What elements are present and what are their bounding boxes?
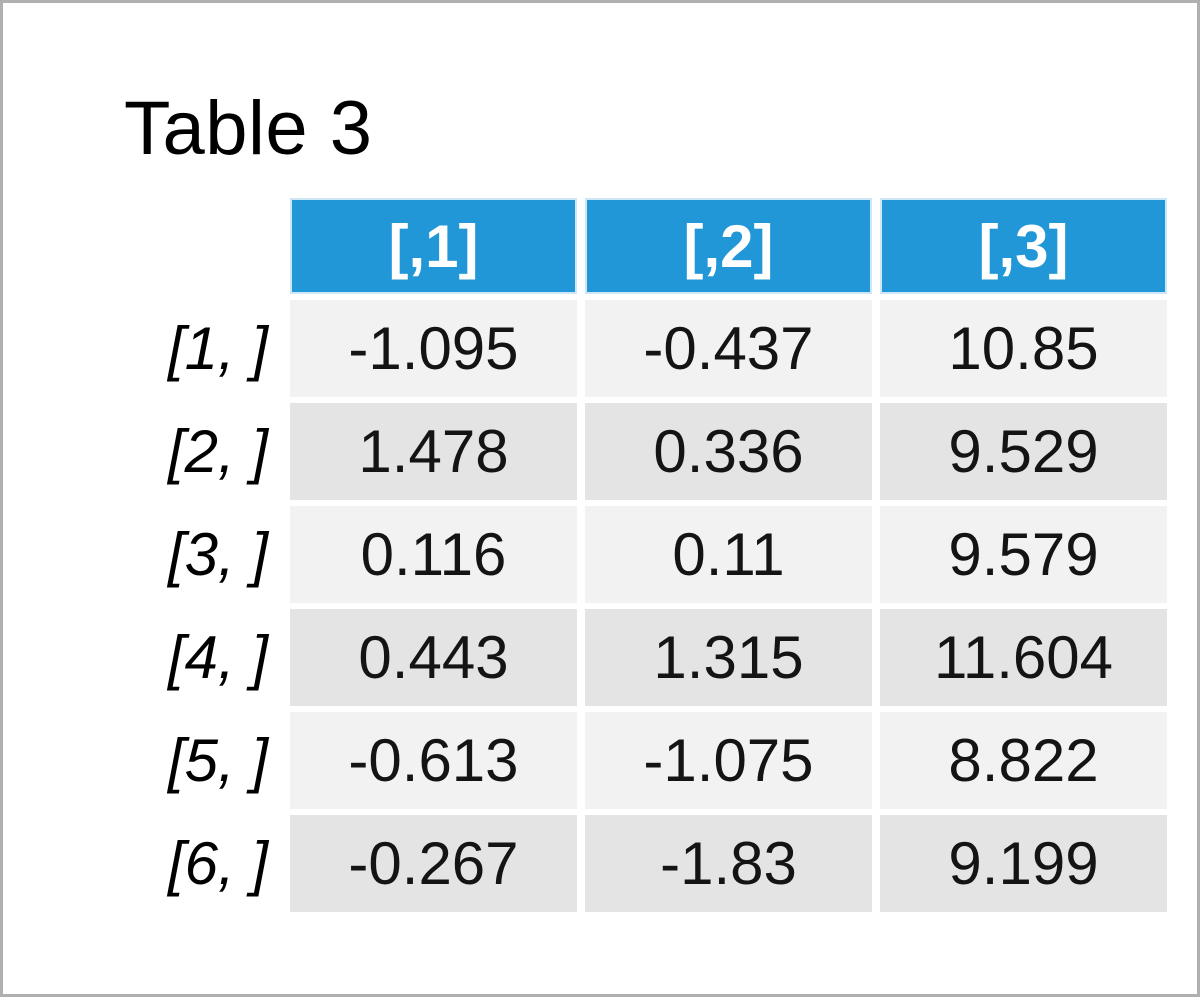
table-row: [2, ] 1.478 0.336 9.529 bbox=[124, 403, 1167, 500]
data-cell: 9.529 bbox=[880, 403, 1167, 500]
data-cell: -1.83 bbox=[585, 815, 872, 912]
row-label: [1, ] bbox=[167, 315, 268, 382]
data-cell: -0.267 bbox=[290, 815, 577, 912]
data-cell: -0.437 bbox=[585, 300, 872, 397]
row-label: [6, ] bbox=[167, 830, 268, 897]
data-cell: 0.116 bbox=[290, 506, 577, 603]
data-cell: 8.822 bbox=[880, 712, 1167, 809]
page-title: Table 3 bbox=[124, 86, 373, 171]
row-label: [3, ] bbox=[167, 521, 268, 588]
column-header-2: [,2] bbox=[585, 198, 872, 294]
data-cell: 0.443 bbox=[290, 609, 577, 706]
column-header-3: [,3] bbox=[880, 198, 1167, 294]
data-table: [,1] [,2] [,3] [1, ] -1.095 -0.437 10.85… bbox=[116, 192, 1175, 918]
data-cell: 0.11 bbox=[585, 506, 872, 603]
data-cell: 9.579 bbox=[880, 506, 1167, 603]
data-cell: 10.85 bbox=[880, 300, 1167, 397]
table-row: [1, ] -1.095 -0.437 10.85 bbox=[124, 300, 1167, 397]
row-label: [2, ] bbox=[167, 418, 268, 485]
data-cell: 1.478 bbox=[290, 403, 577, 500]
corner-cell bbox=[124, 198, 282, 294]
table-row: [5, ] -0.613 -1.075 8.822 bbox=[124, 712, 1167, 809]
data-cell: -0.613 bbox=[290, 712, 577, 809]
column-header-1: [,1] bbox=[290, 198, 577, 294]
data-cell: -1.075 bbox=[585, 712, 872, 809]
table-row: [3, ] 0.116 0.11 9.579 bbox=[124, 506, 1167, 603]
data-cell: 11.604 bbox=[880, 609, 1167, 706]
table-row: [4, ] 0.443 1.315 11.604 bbox=[124, 609, 1167, 706]
table-row: [6, ] -0.267 -1.83 9.199 bbox=[124, 815, 1167, 912]
data-cell: 9.199 bbox=[880, 815, 1167, 912]
table-header: [,1] [,2] [,3] bbox=[124, 198, 1167, 294]
data-cell: 1.315 bbox=[585, 609, 872, 706]
table-body: [1, ] -1.095 -0.437 10.85 [2, ] 1.478 0.… bbox=[124, 300, 1167, 912]
header-row: [,1] [,2] [,3] bbox=[124, 198, 1167, 294]
data-cell: 0.336 bbox=[585, 403, 872, 500]
row-label: [4, ] bbox=[167, 624, 268, 691]
data-cell: -1.095 bbox=[290, 300, 577, 397]
row-label: [5, ] bbox=[167, 727, 268, 794]
